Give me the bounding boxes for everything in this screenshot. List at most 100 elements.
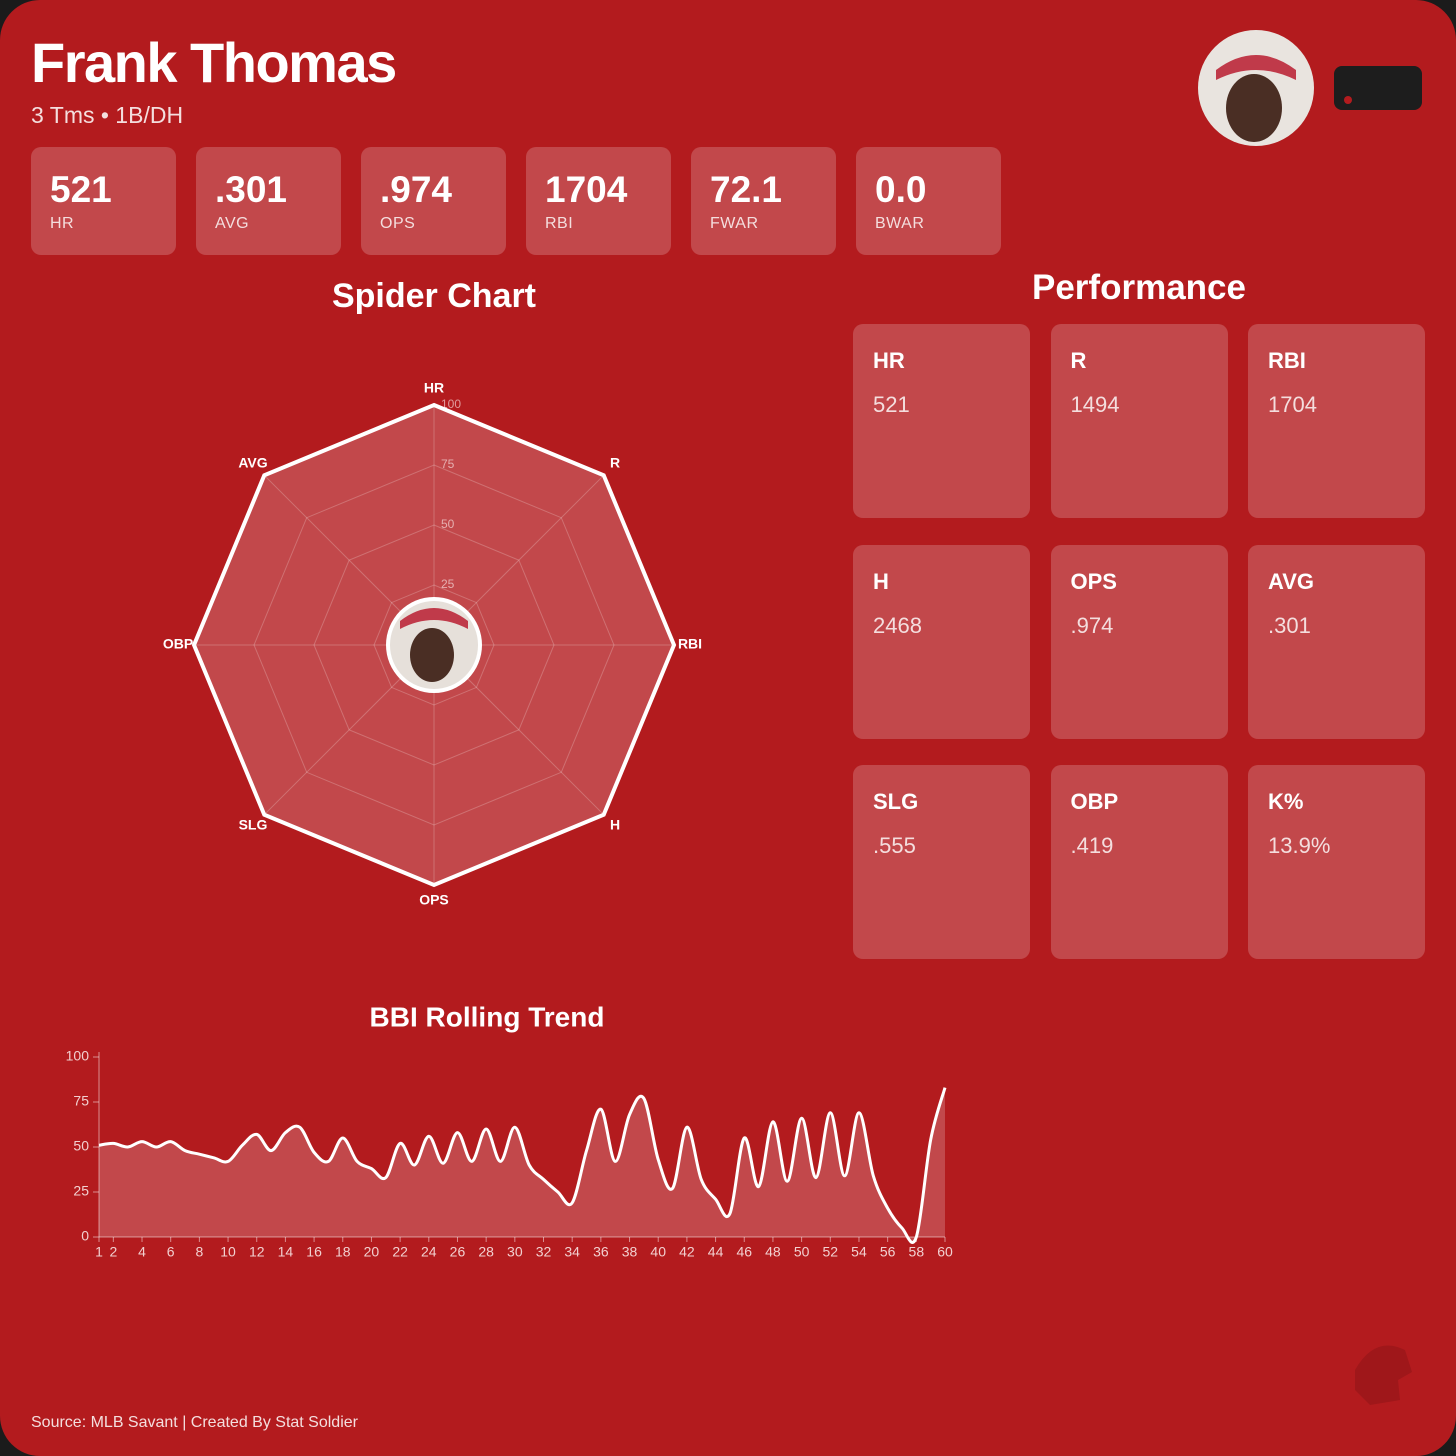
axis-label: OBP — [163, 636, 193, 652]
cell-label: AVG — [1268, 568, 1315, 594]
axis-label: H — [610, 817, 620, 833]
mlb-logo — [1334, 66, 1422, 110]
stat-card: 521 HR — [31, 147, 176, 255]
performance-cell: K% 13.9% — [1248, 765, 1425, 959]
cell-value: .555 — [873, 833, 916, 858]
x-tick-label: 36 — [593, 1244, 609, 1260]
performance-cell: AVG .301 — [1248, 544, 1425, 739]
axis-label: SLG — [239, 817, 268, 833]
cell-value: 1704 — [1268, 392, 1317, 417]
x-tick-label: 28 — [478, 1244, 494, 1260]
performance-cell: OBP .419 — [1050, 765, 1228, 959]
stat-label: RBI — [545, 215, 574, 232]
stat-value: .974 — [380, 169, 453, 210]
y-tick-label: 50 — [73, 1138, 89, 1154]
r-tick-label: 100 — [441, 397, 461, 411]
cell-value: .301 — [1268, 612, 1311, 638]
x-tick-label: 38 — [622, 1244, 638, 1260]
helmet-logo — [1355, 1345, 1412, 1405]
axis-label: HR — [424, 380, 444, 396]
chart-title: Spider Chart — [332, 277, 536, 315]
helmet-shape — [1355, 1345, 1412, 1405]
x-tick-label: 34 — [564, 1244, 580, 1260]
performance-cell: SLG .555 — [853, 765, 1030, 959]
x-tick-label: 56 — [880, 1244, 896, 1260]
area-fill — [99, 1087, 945, 1243]
axis-label: R — [610, 455, 620, 471]
x-tick-label: 16 — [306, 1244, 322, 1260]
y-tick-label: 25 — [73, 1183, 89, 1199]
y-tick-label: 75 — [73, 1093, 89, 1109]
x-tick-label: 1 — [95, 1244, 103, 1260]
x-tick-label: 52 — [822, 1244, 838, 1260]
stat-label: AVG — [215, 215, 250, 232]
x-tick-label: 54 — [851, 1244, 867, 1260]
x-tick-label: 22 — [392, 1244, 408, 1260]
stat-card: 1704 RBI — [526, 147, 671, 255]
performance-title: Performance — [1032, 268, 1246, 307]
chart-title: BBI Rolling Trend — [370, 1001, 605, 1032]
x-tick-label: 10 — [220, 1244, 236, 1260]
stat-label: FWAR — [710, 215, 759, 232]
x-tick-label: 4 — [138, 1244, 146, 1260]
x-tick-label: 50 — [794, 1244, 810, 1260]
x-tick-label: 8 — [195, 1244, 203, 1260]
cell-label: H — [873, 568, 889, 594]
r-tick-label: 25 — [441, 577, 455, 591]
cell-value: 13.9% — [1268, 833, 1331, 858]
x-tick-label: 42 — [679, 1244, 695, 1260]
center-photo-face — [410, 628, 454, 682]
subtitle: 3 Tms • 1B/DH — [31, 102, 184, 128]
x-tick-label: 26 — [450, 1244, 466, 1260]
x-tick-label: 24 — [421, 1244, 437, 1260]
r-tick-label: 50 — [441, 517, 455, 531]
cell-value: 1494 — [1070, 392, 1120, 417]
grid-ring — [373, 584, 495, 706]
cell-label: SLG — [873, 789, 919, 814]
cell-value: .419 — [1070, 833, 1114, 858]
x-tick-label: 2 — [109, 1244, 117, 1260]
stat-card: 0.0 BWAR — [856, 147, 1001, 255]
photo-face — [1226, 74, 1282, 142]
trend-line — [98, 1087, 947, 1244]
x-tick-label: 60 — [937, 1244, 953, 1260]
stat-card: .974 OPS — [361, 147, 506, 255]
stat-label: HR — [50, 215, 75, 232]
performance-cell: HR 521 — [853, 324, 1030, 518]
stat-value: 1704 — [545, 169, 628, 210]
footer: Source: MLB Savant | Created By Stat Sol… — [31, 1414, 358, 1431]
cell-label: OPS — [1070, 568, 1117, 594]
axis-label: OPS — [419, 892, 449, 908]
axis-label: RBI — [678, 636, 702, 652]
stat-label: OPS — [380, 215, 416, 232]
x-tick-label: 6 — [167, 1244, 175, 1260]
x-tick-label: 58 — [909, 1244, 925, 1260]
stat-card: 72.1 FWAR — [691, 147, 836, 255]
x-tick-label: 12 — [249, 1244, 265, 1260]
x-tick-label: 14 — [278, 1244, 294, 1260]
center-photo-cap — [400, 608, 468, 629]
x-tick-label: 46 — [736, 1244, 752, 1260]
performance-cell: R 1494 — [1050, 324, 1228, 518]
grid-ring — [253, 464, 615, 826]
x-tick-label: 20 — [364, 1244, 380, 1260]
cell-label: RBI — [1268, 348, 1306, 373]
cell-value: 2468 — [873, 612, 922, 638]
stat-value: 72.1 — [710, 169, 783, 210]
performance-cell: H 2468 — [853, 544, 1030, 739]
x-tick-label: 30 — [507, 1244, 523, 1260]
grid-ring — [313, 524, 555, 766]
cell-value: .974 — [1070, 612, 1114, 638]
x-tick-label: 32 — [536, 1244, 552, 1260]
x-tick-label: 18 — [335, 1244, 351, 1260]
cell-label: OBP — [1070, 789, 1119, 814]
photo-cap — [1216, 55, 1296, 80]
stat-card: .301 AVG — [196, 147, 341, 255]
cell-label: HR — [873, 348, 905, 373]
stat-label: BWAR — [875, 215, 925, 232]
cell-value: 521 — [873, 392, 910, 417]
cell-label: K% — [1268, 789, 1304, 814]
